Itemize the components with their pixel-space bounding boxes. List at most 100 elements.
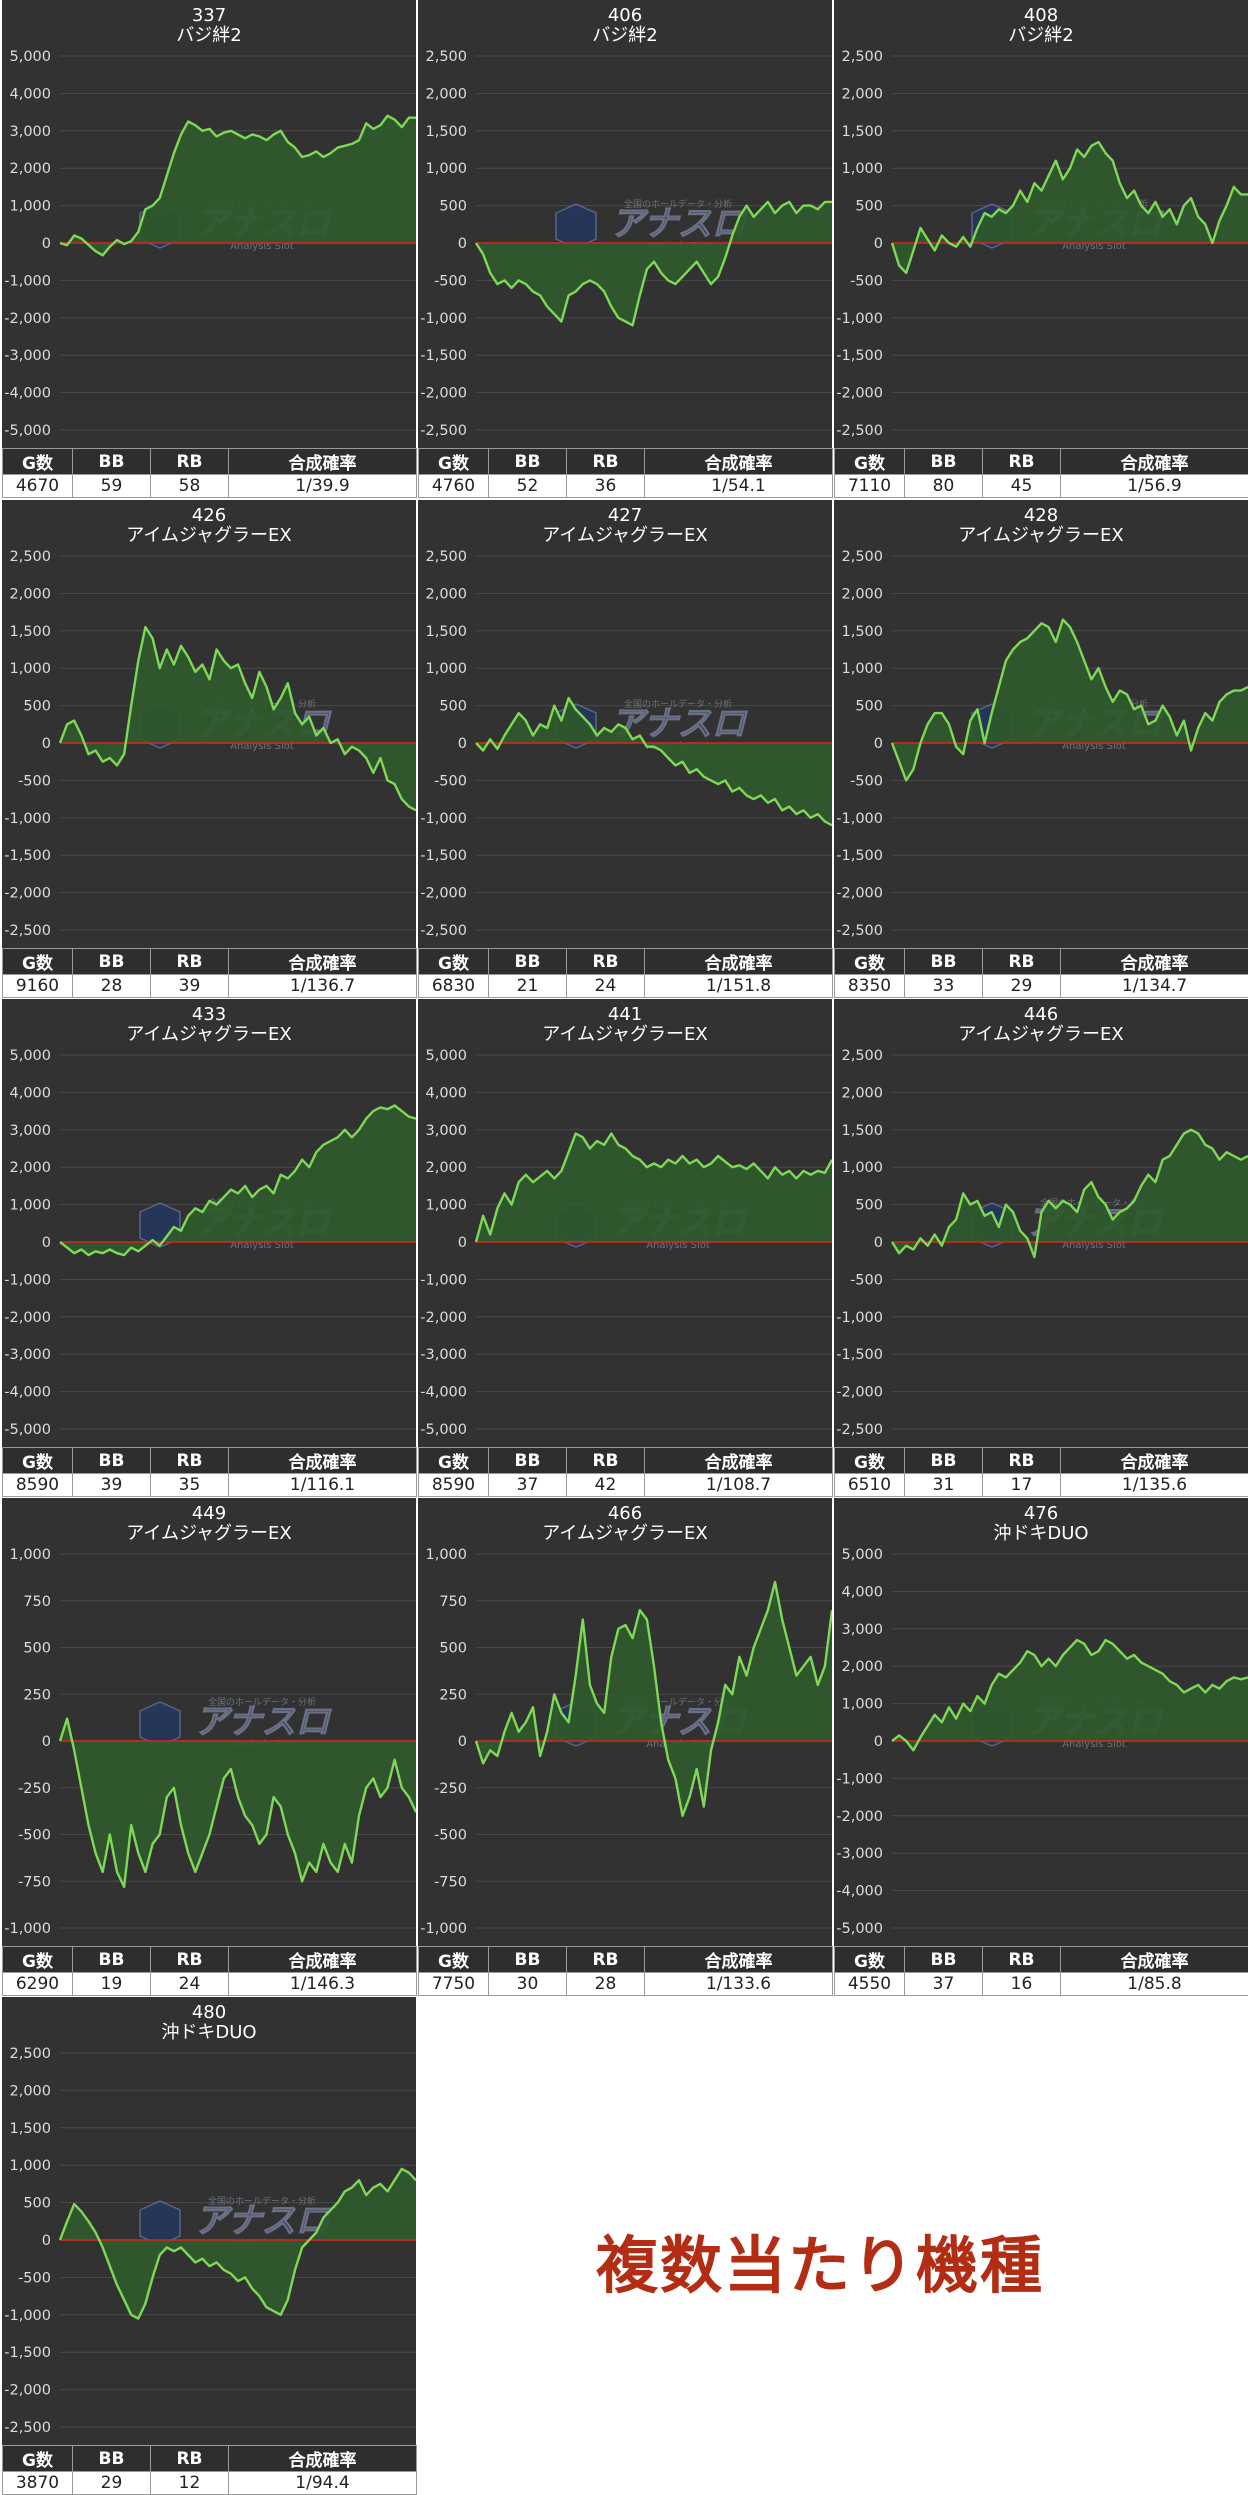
y-tick-label: -750 (434, 1874, 467, 1890)
value-prob: 1/54.1 (644, 474, 833, 498)
y-tick-label: 1,500 (841, 1123, 883, 1139)
header-rb: RB (566, 448, 645, 475)
y-tick-label: -2,500 (836, 423, 883, 439)
area-fill (476, 1582, 832, 1816)
area-fill (60, 1718, 416, 1887)
y-tick-label: 2,000 (841, 1085, 883, 1101)
value-rb: 28 (566, 1972, 645, 1996)
y-tick-label: 2,000 (9, 2083, 51, 2099)
y-tick-label: 1,500 (9, 2121, 51, 2137)
watermark-logo: 全国のホールデータ・分析アナスロAnalysis Slot (555, 198, 748, 252)
watermark-hex-icon (139, 1701, 181, 1747)
y-tick-label: -750 (18, 1874, 51, 1890)
machine-number: 427 (608, 505, 642, 526)
area-fill (60, 2168, 416, 2319)
y-tick-label: -1,000 (836, 811, 883, 827)
watermark-logo: 全国のホールデータ・分析アナスロAnalysis Slot (139, 1696, 332, 1750)
watermark-sub-text: Analysis Slot (1062, 1240, 1126, 1251)
chart-area: 428 アイムジャグラーEX 2,500 2,000 1,500 1,000 500 0 -50… (834, 500, 1248, 948)
y-tick-label: 2,000 (841, 586, 883, 602)
value-bb: 19 (72, 1972, 151, 1996)
y-tick-label: 2,000 (425, 86, 467, 102)
y-tick-label: -1,000 (836, 1771, 883, 1787)
y-tick-label: 0 (874, 236, 883, 252)
value-prob: 1/151.8 (644, 974, 833, 998)
series-line (58, 2167, 416, 2320)
chart-area: 441 アイムジャグラーEX 5,000 4,000 3,000 2,000 1,000 0 -… (418, 999, 832, 1447)
y-tick-label: 5,000 (425, 1048, 467, 1064)
y-tick-label: -500 (434, 273, 467, 289)
y-tick-label: -250 (434, 1781, 467, 1797)
stats-table: G数 BB RB 合成確率 8590 37 42 1/108.7 (418, 1447, 833, 1497)
y-tick-label: 2,500 (9, 2046, 51, 2062)
header-games: G数 (834, 1447, 905, 1474)
value-rb: 58 (150, 474, 229, 498)
header-bb: BB (904, 948, 983, 975)
y-tick-label: -1,500 (836, 348, 883, 364)
y-tick-label: -4,000 (836, 1884, 883, 1900)
machine-model: アイムジャグラーEX (542, 525, 708, 546)
tagline: 複数当たり機種 (595, 2229, 1044, 2302)
machine-number: 480 (192, 2002, 226, 2023)
y-tick-label: -1,000 (836, 311, 883, 327)
header-bb: BB (904, 1946, 983, 1973)
area-fill (892, 1640, 1248, 1751)
stats-table: G数 BB RB 合成確率 3870 29 12 1/94.4 (2, 2445, 417, 2495)
value-bb: 28 (72, 974, 151, 998)
machine-model: アイムジャグラーEX (542, 1024, 708, 1045)
y-tick-label: -1,500 (4, 2345, 51, 2361)
machine-number: 406 (608, 5, 642, 26)
y-tick-label: 500 (439, 199, 467, 215)
y-tick-label: 3,000 (9, 124, 51, 140)
y-tick-label: -1,000 (4, 1921, 51, 1937)
stats-table: G数 BB RB 合成確率 6510 31 17 1/135.6 (834, 1447, 1248, 1497)
y-tick-label: -2,000 (4, 886, 51, 902)
stats-table: G数 BB RB 合成確率 4760 52 36 1/54.1 (418, 448, 833, 498)
y-tick-label: -4,000 (4, 386, 51, 402)
header-bb: BB (488, 1946, 567, 1973)
value-games: 4670 (2, 474, 73, 498)
machine-model: バジ絆2 (1008, 25, 1073, 46)
watermark-top-text: 全国のホールデータ・分析 (208, 2195, 316, 2207)
chart-area: 466 アイムジャグラーEX 1,000 750 500 250 0 -250 -500 -750… (418, 1498, 832, 1946)
value-prob: 1/85.8 (1060, 1972, 1248, 1996)
header-bb: BB (72, 1447, 151, 1474)
value-rb: 39 (150, 974, 229, 998)
y-tick-label: 5,000 (841, 1547, 883, 1563)
watermark-hex-icon (139, 2200, 181, 2246)
y-tick-label: -2,000 (420, 1310, 467, 1326)
y-tick-label: 2,000 (9, 1160, 51, 1176)
y-tick-label: 1,000 (9, 2158, 51, 2174)
machine-model: アイムジャグラーEX (958, 525, 1124, 546)
chart-area: 480 沖ドキDUO 2,500 2,000 1,500 1,000 500 0 -500 -1,… (2, 1997, 416, 2445)
header-rb: RB (150, 1447, 229, 1474)
header-prob: 合成確率 (228, 948, 417, 975)
area-fill (892, 619, 1248, 781)
y-tick-label: -1,000 (420, 1921, 467, 1937)
header-games: G数 (834, 948, 905, 975)
y-tick-label: 750 (439, 1594, 467, 1610)
stats-header-row: G数 BB RB 合成確率 (834, 948, 1248, 975)
y-tick-label: 1,500 (9, 624, 51, 640)
header-games: G数 (418, 1946, 489, 1973)
chart-panel-476: 476 沖ドキDUO 5,000 4,000 3,000 2,000 1,000 0 -1,00… (834, 1498, 1248, 1996)
value-games: 7110 (834, 474, 905, 498)
value-games: 8350 (834, 974, 905, 998)
series-line (890, 140, 1248, 275)
machine-model: 沖ドキDUO (993, 1523, 1088, 1544)
area-fill (476, 201, 832, 326)
header-prob: 合成確率 (228, 1946, 417, 1973)
y-tick-label: 500 (23, 699, 51, 715)
y-tick-label: 4,000 (841, 1584, 883, 1600)
area-fill (476, 1133, 832, 1242)
value-games: 6830 (418, 974, 489, 998)
y-tick-label: 0 (458, 736, 467, 752)
machine-number: 433 (192, 1004, 226, 1025)
machine-model: アイムジャグラーEX (958, 1024, 1124, 1045)
stats-value-row: 9160 28 39 1/136.7 (2, 974, 417, 998)
value-rb: 36 (566, 474, 645, 498)
header-bb: BB (72, 448, 151, 475)
y-tick-label: 250 (439, 1687, 467, 1703)
